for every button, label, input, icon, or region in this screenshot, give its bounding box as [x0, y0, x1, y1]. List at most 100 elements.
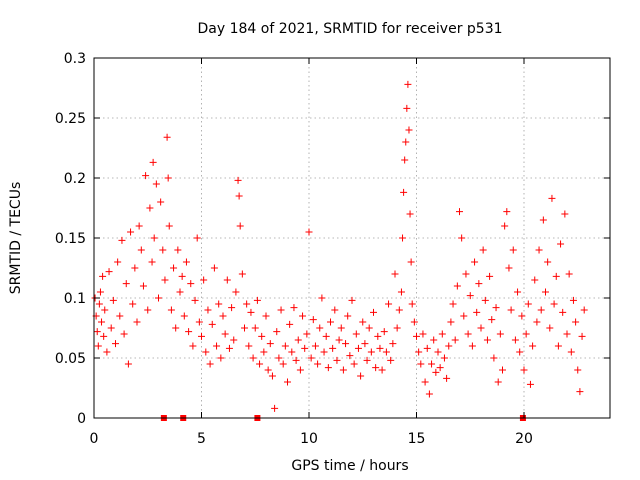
data-point	[393, 324, 401, 332]
data-point	[320, 348, 328, 356]
data-point	[146, 204, 154, 212]
data-point	[451, 336, 459, 344]
data-point	[499, 366, 506, 374]
data-point	[473, 308, 481, 316]
data-point	[430, 336, 438, 344]
data-point	[342, 340, 350, 348]
data-point	[395, 306, 403, 314]
data-point	[344, 312, 352, 320]
data-point	[529, 342, 537, 350]
data-point	[253, 296, 261, 304]
data-point	[475, 280, 483, 288]
data-point	[505, 264, 513, 272]
data-point	[296, 366, 304, 374]
data-point	[279, 360, 287, 368]
data-point	[129, 300, 137, 308]
data-point	[157, 198, 165, 206]
data-point	[464, 330, 472, 338]
data-point	[531, 276, 539, 284]
data-point	[264, 366, 272, 374]
data-point	[191, 296, 199, 304]
data-point	[271, 404, 279, 412]
data-point	[440, 354, 448, 362]
data-point	[262, 312, 270, 320]
data-point	[335, 336, 343, 344]
data-point	[425, 390, 433, 398]
data-point	[273, 328, 281, 336]
data-point	[372, 364, 380, 372]
data-point	[223, 276, 231, 284]
y-tick-label: 0	[77, 411, 86, 427]
data-point	[161, 276, 169, 284]
data-point	[221, 330, 229, 338]
data-point	[217, 354, 225, 362]
data-point	[105, 268, 113, 276]
data-point	[144, 306, 152, 314]
axis-ticks: 0 0.05 0.1 0.15 0.2 0.25 0.3 0 5 10 15 20	[55, 51, 610, 447]
data-point	[445, 342, 453, 350]
data-point	[155, 294, 162, 302]
data-point	[256, 360, 264, 368]
data-point	[421, 378, 429, 386]
data-point	[290, 304, 298, 312]
data-point	[436, 364, 444, 372]
data-point	[172, 324, 180, 332]
data-point	[275, 354, 283, 362]
data-point	[303, 330, 311, 338]
data-point	[268, 372, 276, 380]
data-point	[213, 342, 221, 350]
data-point	[490, 354, 498, 362]
data-point	[365, 324, 373, 332]
data-point	[572, 318, 580, 326]
y-tick-label: 0.15	[55, 231, 86, 247]
data-point	[539, 216, 547, 224]
data-point	[546, 324, 554, 332]
y-tick-label: 0.25	[55, 111, 86, 127]
data-point	[142, 172, 150, 180]
data-point	[288, 348, 296, 356]
data-point	[410, 318, 418, 326]
data-point	[415, 348, 423, 356]
data-point	[438, 330, 446, 338]
data-point	[96, 288, 104, 296]
data-point	[563, 330, 571, 338]
data-point	[550, 300, 558, 308]
data-point	[514, 288, 522, 296]
data-point	[249, 354, 257, 362]
data-point	[316, 324, 324, 332]
data-point	[403, 104, 411, 112]
data-point	[471, 258, 479, 266]
data-point	[350, 360, 358, 368]
data-point	[492, 304, 500, 312]
data-point	[331, 306, 339, 314]
data-point	[200, 276, 208, 284]
data-point	[382, 348, 390, 356]
data-point	[389, 340, 397, 348]
data-point	[417, 360, 425, 368]
data-point	[408, 300, 416, 308]
data-point	[406, 210, 414, 218]
data-point	[193, 234, 201, 242]
data-point	[170, 264, 178, 272]
data-point	[413, 332, 420, 340]
data-point	[481, 296, 489, 304]
data-point	[292, 356, 300, 364]
data-point	[202, 348, 210, 356]
data-point	[399, 234, 407, 242]
data-point	[468, 342, 476, 350]
data-point	[447, 318, 455, 326]
x-tick-label: 10	[300, 431, 318, 447]
data-point	[164, 174, 172, 182]
data-point	[533, 318, 541, 326]
data-point	[139, 282, 147, 290]
data-point	[458, 234, 466, 242]
data-point	[488, 316, 496, 324]
data-point	[114, 258, 122, 266]
data-point	[361, 340, 369, 348]
data-point	[245, 342, 253, 350]
data-point	[509, 246, 517, 254]
data-point	[109, 296, 117, 304]
data-point	[322, 332, 330, 340]
data-point	[333, 356, 341, 364]
data-point	[94, 342, 102, 350]
